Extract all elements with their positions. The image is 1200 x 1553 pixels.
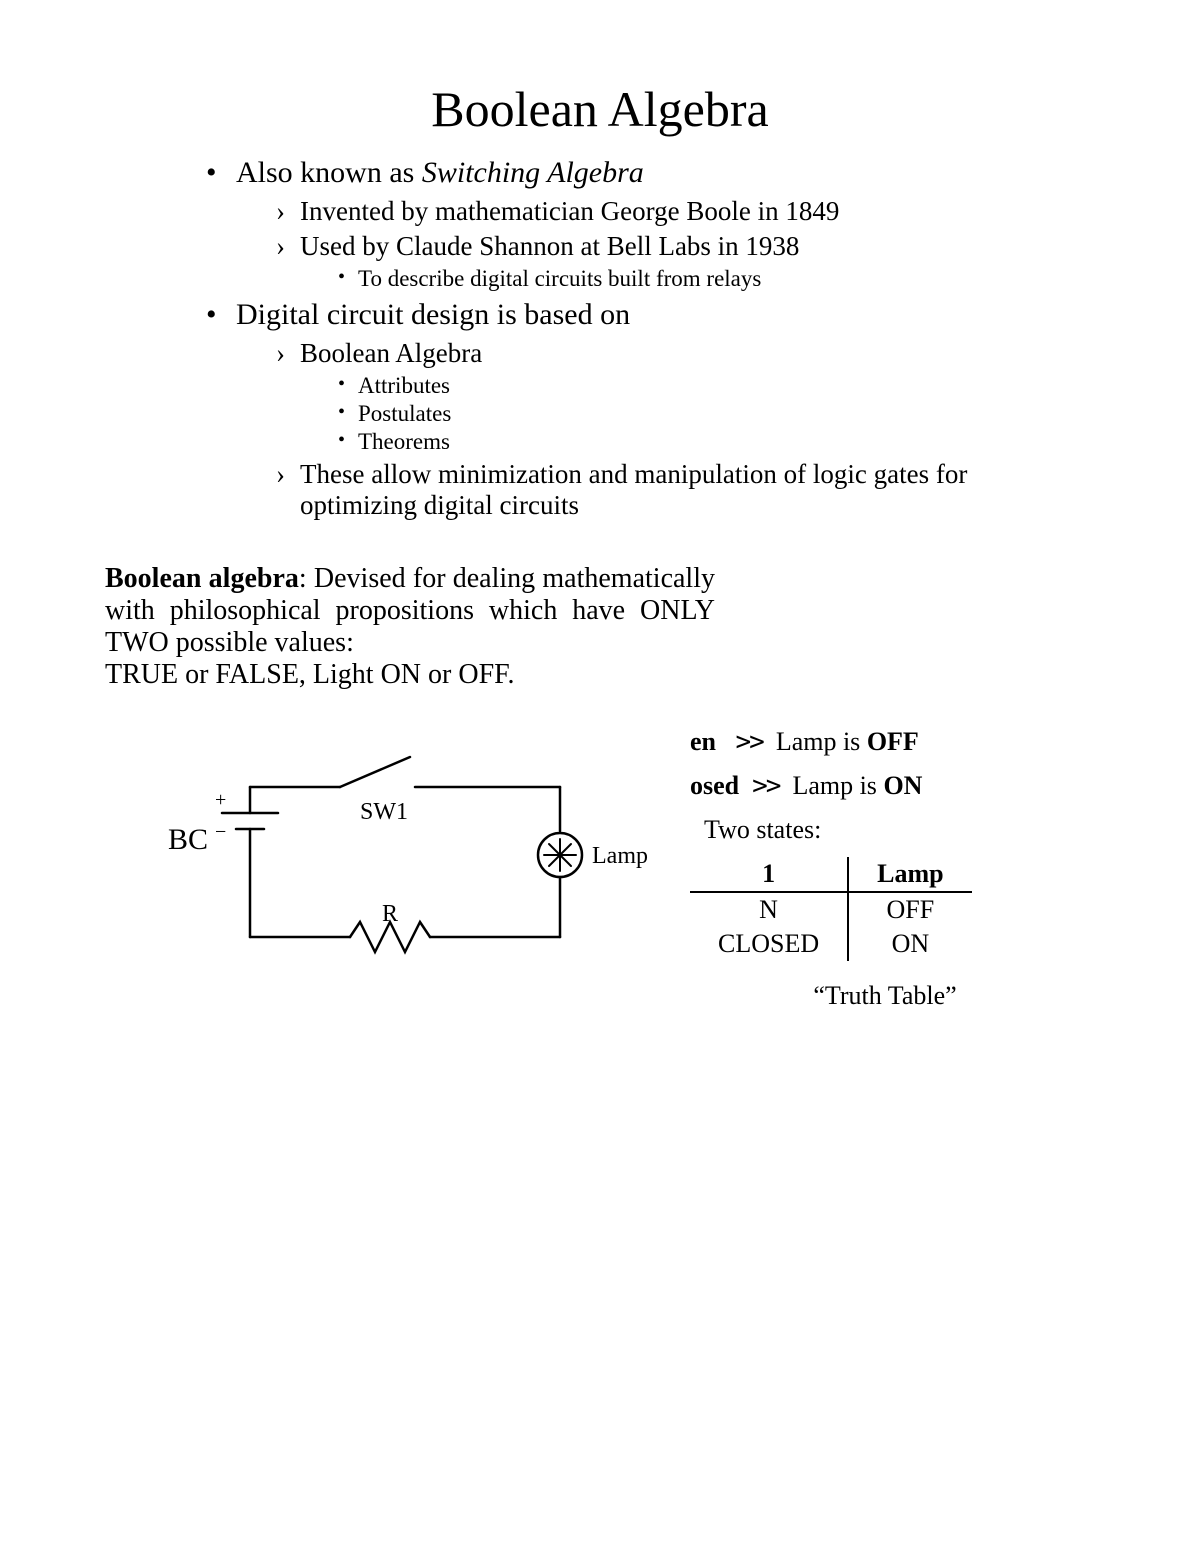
outline-item-2: Digital circuit design is based on Boole… [200, 298, 1080, 521]
definition-block: Boolean algebra: Devised for dealing mat… [105, 563, 715, 691]
definition-line2: TRUE or FALSE, Light ON or OFF. [105, 659, 715, 691]
table-cell: N [690, 892, 848, 927]
outline-sub-item: These allow minimization and manipulatio… [272, 459, 1080, 521]
lower-section: BC + − SW1 R Lamp en >> Lamp is OFF osed… [160, 727, 1080, 1011]
state-prefix: osed [690, 771, 739, 800]
outline-text: Digital circuit design is based on [236, 298, 630, 331]
state-line-1: en >> Lamp is OFF [690, 727, 1050, 757]
definition-lead: Boolean algebra [105, 563, 299, 594]
state-text: Lamp is [792, 771, 883, 800]
state-prefix: en [690, 727, 716, 756]
outline-sub-list: Invented by mathematician George Boole i… [236, 196, 1080, 292]
outline-text: Boolean Algebra [300, 338, 482, 368]
outline-item-1: Also known as Switching Algebra Invented… [200, 156, 1080, 292]
outline-text: Used by Claude Shannon at Bell Labs in 1… [300, 231, 799, 261]
table-row: N OFF [690, 892, 972, 927]
outline-sub-sub-list: Attributes Postulates Theorems [300, 373, 1080, 455]
arrow-icon: >> [752, 771, 779, 801]
outline-italic: Switching Algebra [422, 156, 644, 189]
definition-line: Boolean algebra: Devised for dealing mat… [105, 563, 715, 659]
outline-sub-sub-list: To describe digital circuits built from … [300, 266, 1080, 292]
circuit-label-plus: + [215, 789, 226, 812]
state-bold: ON [883, 771, 922, 800]
outline-sub-sub-item: Theorems [334, 429, 1080, 455]
state-line-2: osed >> Lamp is ON [690, 771, 1050, 801]
circuit-label-minus: − [215, 821, 226, 844]
outline-list: Also known as Switching Algebra Invented… [200, 156, 1080, 521]
arrow-icon: >> [736, 727, 763, 757]
table-cell: CLOSED [690, 927, 848, 961]
table-cell: OFF [848, 892, 971, 927]
table-row: CLOSED ON [690, 927, 972, 961]
outline-sub-list: Boolean Algebra Attributes Postulates Th… [236, 338, 1080, 521]
table-header: 1 [690, 857, 848, 892]
state-bold: OFF [867, 727, 919, 756]
outline-text: Also known as [236, 156, 422, 189]
outline-sub-item: Used by Claude Shannon at Bell Labs in 1… [272, 231, 1080, 292]
circuit-label-bc: BC [168, 823, 208, 857]
table-header-row: 1 Lamp [690, 857, 972, 892]
circuit-label-lamp: Lamp [592, 843, 648, 870]
outline-sub-item: Boolean Algebra Attributes Postulates Th… [272, 338, 1080, 455]
outline-sub-item: Invented by mathematician George Boole i… [272, 196, 1080, 227]
two-states-label: Two states: [704, 815, 1050, 845]
outline-sub-sub-item: Attributes [334, 373, 1080, 399]
circuit-diagram: BC + − SW1 R Lamp [160, 727, 680, 987]
document-page: Boolean Algebra Also known as Switching … [0, 0, 1200, 1071]
circuit-label-sw1: SW1 [360, 799, 408, 826]
table-header: Lamp [848, 857, 971, 892]
circuit-label-r: R [382, 901, 398, 928]
page-title: Boolean Algebra [120, 80, 1080, 138]
truth-table-caption: “Truth Table” [720, 981, 1050, 1011]
outline-sub-sub-item: Postulates [334, 401, 1080, 427]
outline-sub-sub-item: To describe digital circuits built from … [334, 266, 1080, 292]
truth-table: 1 Lamp N OFF CLOSED ON [690, 857, 972, 961]
table-cell: ON [848, 927, 971, 961]
state-text: Lamp is [776, 727, 867, 756]
states-box: en >> Lamp is OFF osed >> Lamp is ON Two… [690, 727, 1050, 1011]
